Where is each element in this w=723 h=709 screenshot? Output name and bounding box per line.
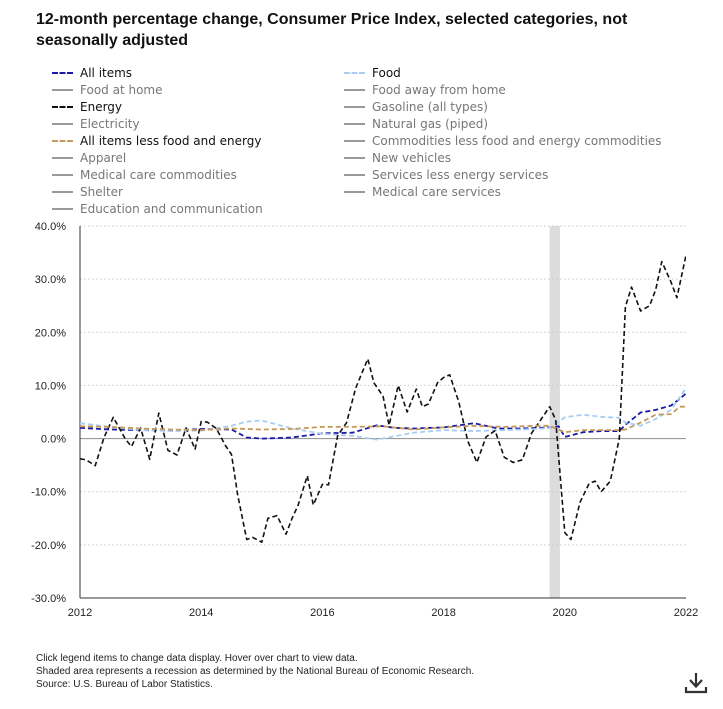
legend-swatch (344, 122, 365, 125)
legend-swatch (52, 207, 73, 210)
legend-item-new-vehicles[interactable]: New vehicles (344, 149, 451, 166)
legend-label: Services less energy services (372, 167, 549, 182)
x-tick-label: 2012 (68, 607, 92, 618)
series-line-food[interactable] (80, 387, 686, 441)
legend-swatch (52, 88, 73, 91)
legend-label: Shelter (80, 184, 123, 199)
x-tick-label: 2020 (553, 607, 577, 618)
legend-item-shelter[interactable]: Shelter (52, 183, 123, 200)
legend-item-medical-care-services[interactable]: Medical care services (344, 183, 501, 200)
y-tick-label: -30.0% (31, 593, 66, 605)
legend-item-gasoline-all-types[interactable]: Gasoline (all types) (344, 98, 488, 115)
legend-label: Medical care commodities (80, 167, 237, 182)
x-tick-label: 2014 (189, 607, 213, 618)
legend-swatch (344, 190, 365, 193)
legend-item-services-less-energy-services[interactable]: Services less energy services (344, 166, 548, 183)
legend-swatch (344, 71, 365, 74)
legend-item-medical-care-commodities[interactable]: Medical care commodities (52, 166, 237, 183)
y-tick-label: 20.0% (35, 327, 66, 339)
legend-item-natural-gas-piped[interactable]: Natural gas (piped) (344, 115, 488, 132)
y-tick-label: -20.0% (31, 540, 66, 552)
y-tick-label: 0.0% (41, 434, 66, 446)
legend-label: Energy (80, 99, 123, 114)
legend-label: All items less food and energy (80, 133, 262, 148)
legend-item-all-items-less-food-and-energy[interactable]: All items less food and energy (52, 132, 261, 149)
x-tick-label: 2018 (431, 607, 455, 618)
legend-label: Education and communication (80, 201, 263, 216)
footnote-recession: Shaded area represents a recession as de… (36, 666, 475, 677)
legend-swatch (344, 88, 365, 91)
footnotes: Click legend items to change data displa… (36, 652, 474, 691)
download-icon[interactable] (683, 670, 709, 696)
y-tick-label: 30.0% (35, 274, 66, 286)
chart-plot[interactable]: 40.0% 30.0% 20.0% 10.0% 0.0% -10.0% -20.0% -30.… (0, 218, 723, 618)
y-tick-label: 10.0% (35, 380, 66, 392)
footnote-source: Source: U.S. Bureau of Labor Statistics. (36, 679, 213, 690)
legend-item-food-away-from-home[interactable]: Food away from home (344, 81, 506, 98)
y-tick-label: 40.0% (35, 221, 66, 233)
legend-item-electricity[interactable]: Electricity (52, 115, 140, 132)
legend-label: Food away from home (372, 82, 506, 97)
legend-swatch (344, 173, 365, 176)
legend-label: New vehicles (372, 150, 451, 165)
legend-label: Medical care services (372, 184, 501, 199)
legend-item-education-and-communication[interactable]: Education and communication (52, 200, 263, 217)
chart-legend: All items Food Food at home Food away from … (52, 64, 692, 218)
legend-item-all-items[interactable]: All items (52, 64, 132, 81)
legend-item-commodities-less-food-and-energy-commodities[interactable]: Commodities less food and energy commodi… (344, 132, 662, 149)
legend-label: Gasoline (all types) (372, 99, 488, 114)
legend-label: Electricity (80, 116, 140, 131)
legend-label: Commodities less food and energy commodi… (372, 133, 662, 148)
chart-title: 12-month percentage change, Consumer Pri… (36, 11, 628, 49)
legend-item-food[interactable]: Food (344, 64, 401, 81)
legend-swatch (52, 105, 73, 108)
y-tick-label: -10.0% (31, 487, 66, 499)
series-line-all-items-less-food-and-energy[interactable] (80, 405, 686, 434)
legend-swatch (344, 139, 365, 142)
legend-swatch (52, 156, 73, 159)
legend-swatch (344, 105, 365, 108)
legend-item-food-at-home[interactable]: Food at home (52, 81, 162, 98)
legend-item-energy[interactable]: Energy (52, 98, 122, 115)
x-tick-label: 2022 (674, 607, 698, 618)
series-line-energy[interactable] (80, 255, 686, 544)
legend-swatch (52, 71, 73, 74)
legend-label: Food (372, 65, 401, 80)
legend-swatch (52, 173, 73, 176)
legend-label: Apparel (80, 150, 127, 165)
legend-swatch (52, 190, 73, 193)
legend-label: Natural gas (piped) (372, 116, 489, 131)
legend-swatch (344, 156, 365, 159)
legend-swatch (52, 139, 73, 142)
legend-item-apparel[interactable]: Apparel (52, 149, 126, 166)
legend-label: All items (80, 65, 133, 80)
legend-label: Food at home (80, 82, 163, 97)
recession-band (549, 226, 560, 598)
x-tick-label: 2016 (310, 607, 334, 618)
footnote-instructions: Click legend items to change data displa… (36, 653, 358, 664)
legend-swatch (52, 122, 73, 125)
